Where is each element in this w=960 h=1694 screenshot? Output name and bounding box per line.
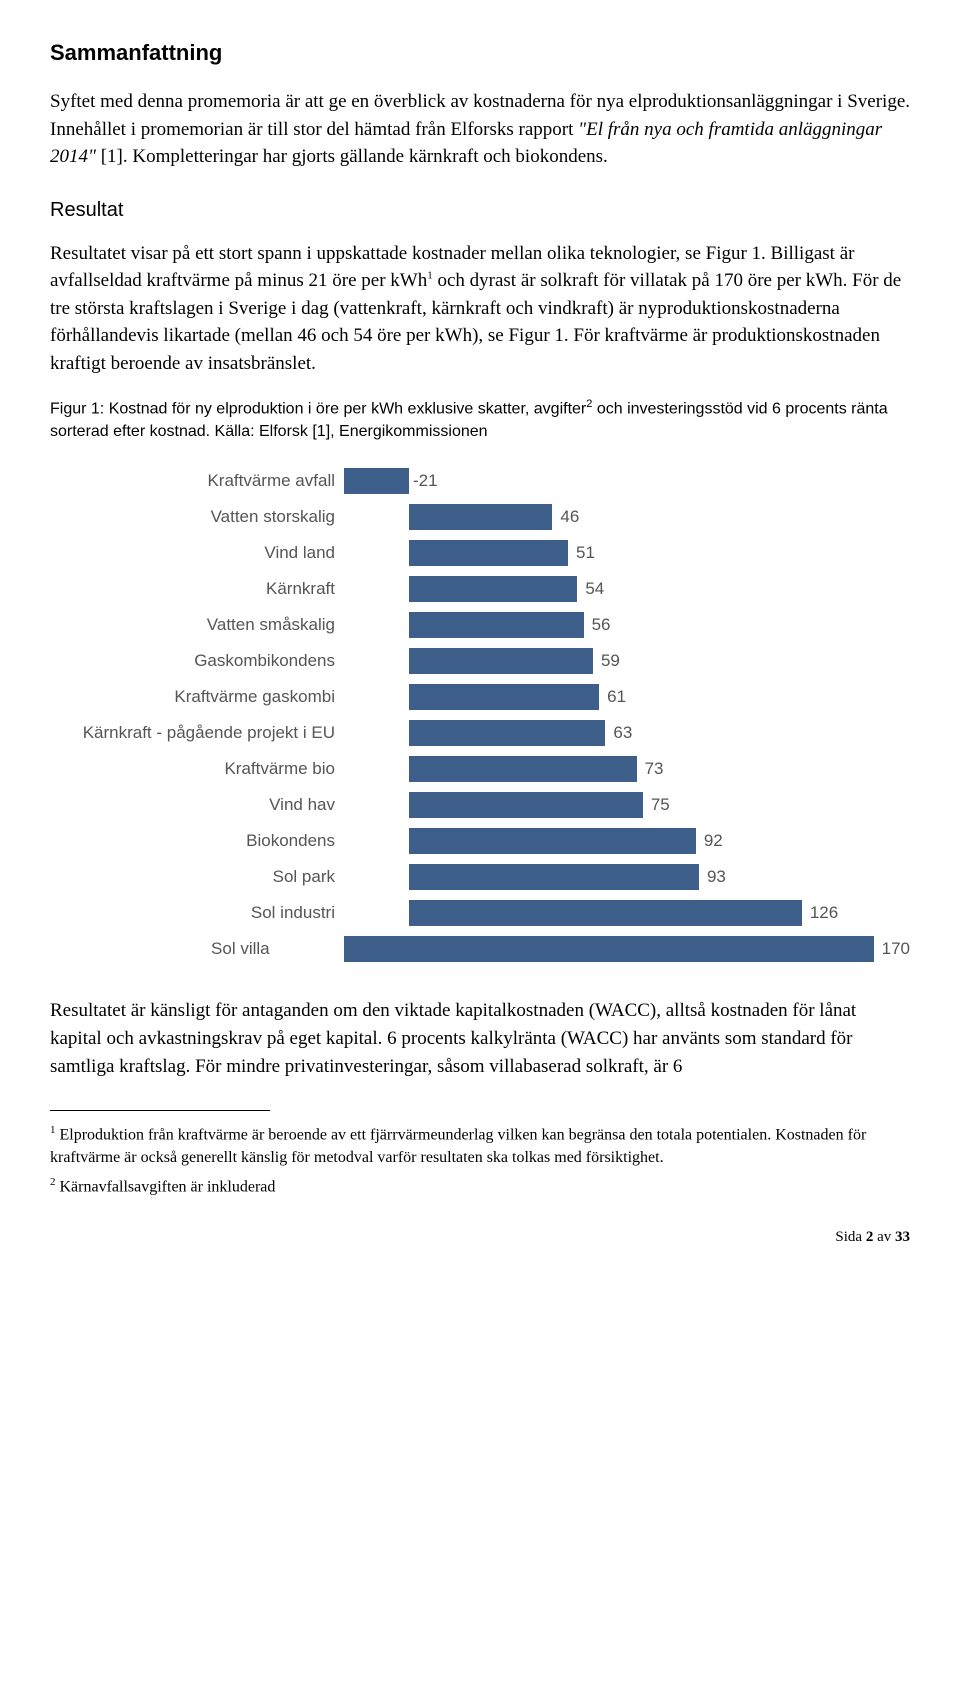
text: 33 — [895, 1229, 910, 1245]
chart-bar — [409, 648, 593, 674]
chart-bar — [409, 540, 568, 566]
paragraph-result: Resultatet visar på ett stort spann i up… — [50, 240, 910, 378]
chart-bar-area: 59 — [343, 643, 910, 679]
chart-value: 93 — [699, 867, 726, 887]
footnote-1: 1 Elproduktion från kraftvärme är beroen… — [50, 1123, 910, 1169]
chart-bar-area: 126 — [343, 895, 910, 931]
chart-row: Kärnkraft - pågående projekt i EU 63 — [50, 715, 910, 751]
chart-label: Kärnkraft — [50, 579, 343, 599]
chart-row: Sol park 93 — [50, 859, 910, 895]
subheading-result: Resultat — [50, 199, 910, 222]
paragraph-intro: Syftet med denna promemoria är att ge en… — [50, 88, 910, 171]
chart-value: 126 — [802, 903, 838, 923]
chart-bar — [409, 756, 637, 782]
chart-bar — [344, 936, 874, 962]
text: av — [873, 1229, 895, 1245]
chart-bar — [409, 612, 584, 638]
chart-row: Vind land 51 — [50, 535, 910, 571]
chart-label: Vatten småskalig — [50, 615, 343, 635]
chart-row: Kraftvärme avfall -21 — [50, 463, 910, 499]
chart-label: Vind land — [50, 543, 343, 563]
chart-value: 56 — [584, 615, 611, 635]
page-number: Sida 2 av 33 — [50, 1229, 910, 1246]
chart-bar — [409, 900, 802, 926]
chart-bar — [409, 828, 696, 854]
heading-summary: Sammanfattning — [50, 40, 910, 66]
chart-bar-area: 75 — [343, 787, 910, 823]
chart-bar-area: 51 — [343, 535, 910, 571]
chart-bar-area: 61 — [343, 679, 910, 715]
chart-row: Kraftvärme gaskombi 61 — [50, 679, 910, 715]
bar-chart: Kraftvärme avfall-21Vatten storskalig46V… — [50, 463, 910, 967]
chart-value: 73 — [637, 759, 664, 779]
chart-value: 75 — [643, 795, 670, 815]
chart-bar-area: 54 — [343, 571, 910, 607]
chart-bar — [409, 864, 699, 890]
chart-bar — [409, 720, 605, 746]
chart-label: Kraftvärme avfall — [50, 471, 343, 491]
chart-label: Biokondens — [50, 831, 343, 851]
text: Kärnavfallsavgiften är inkluderad — [56, 1179, 276, 1196]
chart-bar-area: 46 — [343, 499, 910, 535]
chart-label: Kraftvärme bio — [50, 759, 343, 779]
chart-row: Vatten storskalig 46 — [50, 499, 910, 535]
chart-row: Kraftvärme bio 73 — [50, 751, 910, 787]
chart-row: Kärnkraft 54 — [50, 571, 910, 607]
text: [1]. Kompletteringar har gjorts gällande… — [96, 146, 608, 167]
chart-value: -21 — [409, 471, 438, 491]
chart-label: Sol industri — [50, 903, 343, 923]
chart-label: Sol park — [50, 867, 343, 887]
chart-bar-area: 93 — [343, 859, 910, 895]
chart-row: Vind hav 75 — [50, 787, 910, 823]
chart-bar — [409, 792, 643, 818]
chart-row: Sol industri 126 — [50, 895, 910, 931]
text: Sida — [835, 1229, 865, 1245]
chart-value: 59 — [593, 651, 620, 671]
chart-value: 51 — [568, 543, 595, 563]
text: Figur 1: Kostnad för ny elproduktion i ö… — [50, 401, 586, 418]
footnote-2: 2 Kärnavfallsavgiften är inkluderad — [50, 1175, 910, 1199]
chart-bar — [409, 504, 552, 530]
chart-row: Biokondens 92 — [50, 823, 910, 859]
chart-value: 54 — [577, 579, 604, 599]
chart-label: Sol villa — [50, 939, 278, 959]
chart-value: 92 — [696, 831, 723, 851]
chart-label: Gaskombikondens — [50, 651, 343, 671]
chart-bar — [409, 576, 577, 602]
chart-row: Sol villa 170 — [50, 931, 910, 967]
chart-bar — [409, 684, 599, 710]
chart-label: Kärnkraft - pågående projekt i EU — [50, 723, 343, 743]
chart-bar-area: 73 — [343, 751, 910, 787]
chart-row: Gaskombikondens 59 — [50, 643, 910, 679]
chart-value: 63 — [605, 723, 632, 743]
chart-bar-area: 92 — [343, 823, 910, 859]
paragraph-wacc: Resultatet är känsligt för antaganden om… — [50, 997, 910, 1080]
chart-label: Kraftvärme gaskombi — [50, 687, 343, 707]
chart-bar-area: 63 — [343, 715, 910, 751]
chart-label: Vind hav — [50, 795, 343, 815]
chart-row: Vatten småskalig 56 — [50, 607, 910, 643]
figure-caption: Figur 1: Kostnad för ny elproduktion i ö… — [50, 397, 910, 443]
chart-bar-area: -21 — [343, 463, 910, 499]
text: Elproduktion från kraftvärme är beroende… — [50, 1126, 866, 1165]
chart-bar-area: 170 — [278, 931, 910, 967]
chart-bar — [344, 468, 409, 494]
chart-value: 46 — [552, 507, 579, 527]
chart-label: Vatten storskalig — [50, 507, 343, 527]
footnote-divider — [50, 1110, 270, 1111]
chart-value: 61 — [599, 687, 626, 707]
chart-bar-area: 56 — [343, 607, 910, 643]
chart-value: 170 — [874, 939, 910, 959]
